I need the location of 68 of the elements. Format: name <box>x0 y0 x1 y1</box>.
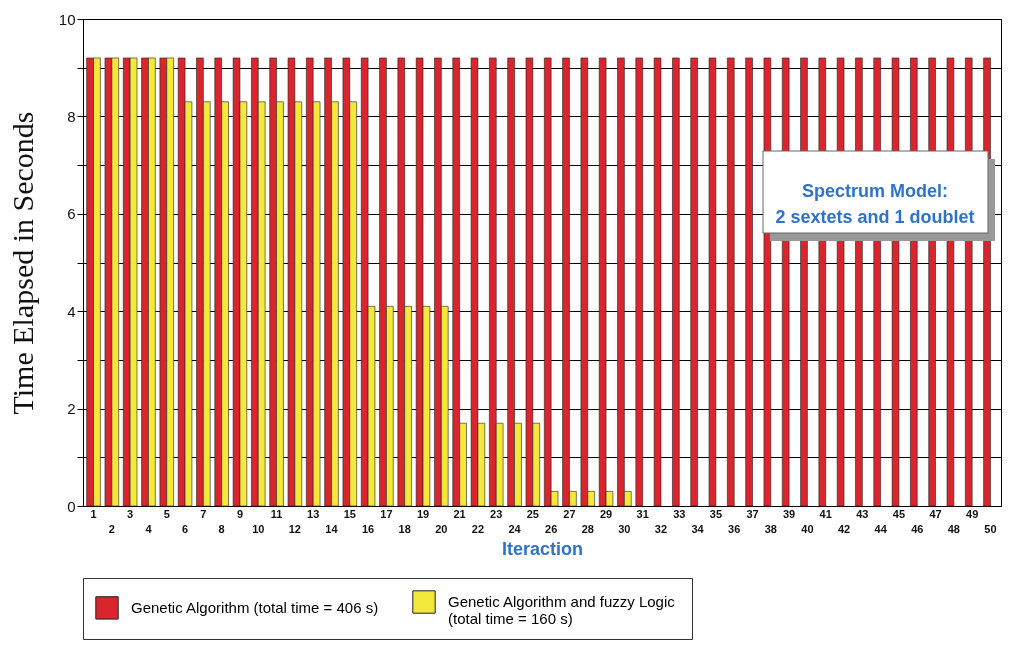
x-tick-label: 47 <box>929 507 942 520</box>
y-tick-label: 6 <box>67 205 76 223</box>
x-tick-label: 41 <box>819 507 832 520</box>
x-tick-label: 43 <box>856 507 869 520</box>
x-axis-title: Iteraction <box>501 538 584 559</box>
x-tick-label: 15 <box>343 507 356 520</box>
x-tick-label: 4 <box>145 522 153 535</box>
x-tick-label: 40 <box>801 522 814 535</box>
x-tick-label: 46 <box>911 522 924 535</box>
y-tick-label: 4 <box>67 302 76 320</box>
y-tick-label: 8 <box>67 107 76 125</box>
x-tick-label: 23 <box>490 507 503 520</box>
bar <box>708 57 717 507</box>
x-tick-label: 19 <box>416 507 430 520</box>
x-tick-label: 25 <box>526 507 539 520</box>
y-tick-label: 0 <box>67 497 76 515</box>
x-tick-label: 8 <box>218 522 225 535</box>
x-tick-label: 44 <box>874 522 888 535</box>
x-tick-label: 14 <box>325 522 339 535</box>
x-tick-label: 21 <box>453 507 466 520</box>
x-tick-label: 49 <box>966 507 979 520</box>
x-tick-label: 36 <box>728 522 741 535</box>
x-tick-label: 20 <box>435 522 448 535</box>
x-tick-label: 12 <box>288 522 302 535</box>
x-tick-label: 50 <box>984 522 997 535</box>
x-tick-label: 9 <box>236 507 244 520</box>
x-tick-label: 5 <box>163 507 170 520</box>
x-tick-label: 35 <box>709 507 723 520</box>
annotation: Spectrum Model: 2 sextets and 1 doublet <box>775 181 975 227</box>
x-tick-label: 48 <box>947 522 960 535</box>
x-tick-label: 26 <box>545 522 558 535</box>
bar <box>690 57 698 507</box>
x-tick-label: 45 <box>892 507 906 520</box>
x-tick-label: 16 <box>361 522 375 535</box>
x-tick-label: 37 <box>746 507 759 520</box>
x-tick-label: 11 <box>270 507 283 520</box>
x-tick-label: 2 <box>108 522 115 535</box>
x-tick-label: 13 <box>307 507 320 520</box>
y-tick-label: 2 <box>67 400 76 418</box>
legend-label: Genetic Algorithm (total time = 406 s) <box>131 598 379 616</box>
bar <box>653 57 662 507</box>
x-tick-label: 6 <box>181 522 189 535</box>
x-tick-label: 33 <box>673 507 686 520</box>
x-tick-label: 39 <box>782 507 796 520</box>
x-tick-label: 3 <box>127 507 134 520</box>
bar <box>635 57 643 507</box>
bar <box>745 57 753 507</box>
x-tick-label: 10 <box>252 522 265 535</box>
x-tick-label: 32 <box>654 522 668 535</box>
x-tick-label: 17 <box>380 507 393 520</box>
x-tick-label: 22 <box>471 522 485 535</box>
x-tick-label: 27 <box>563 507 576 520</box>
bar <box>727 57 735 507</box>
x-tick-label: 30 <box>618 522 631 535</box>
x-tick-label: 7 <box>200 507 207 520</box>
legend-label: Genetic Algorithm and fuzzy Logic (total time = 160 s) <box>448 593 676 627</box>
x-tick-label: 1 <box>90 507 97 520</box>
x-tick-label: 24 <box>508 522 522 535</box>
x-tick-label: 28 <box>581 522 594 535</box>
x-tick-label: 31 <box>636 507 649 520</box>
x-tick-label: 42 <box>837 522 851 535</box>
y-tick-label: 10 <box>58 10 76 28</box>
x-tick-label: 29 <box>599 507 613 520</box>
x-tick-label: 38 <box>764 522 777 535</box>
x-tick-label: 18 <box>398 522 411 535</box>
x-tick-label: 34 <box>691 522 705 535</box>
y-axis-title: Time Elapsed in Seconds <box>5 111 39 415</box>
bar <box>672 57 680 507</box>
